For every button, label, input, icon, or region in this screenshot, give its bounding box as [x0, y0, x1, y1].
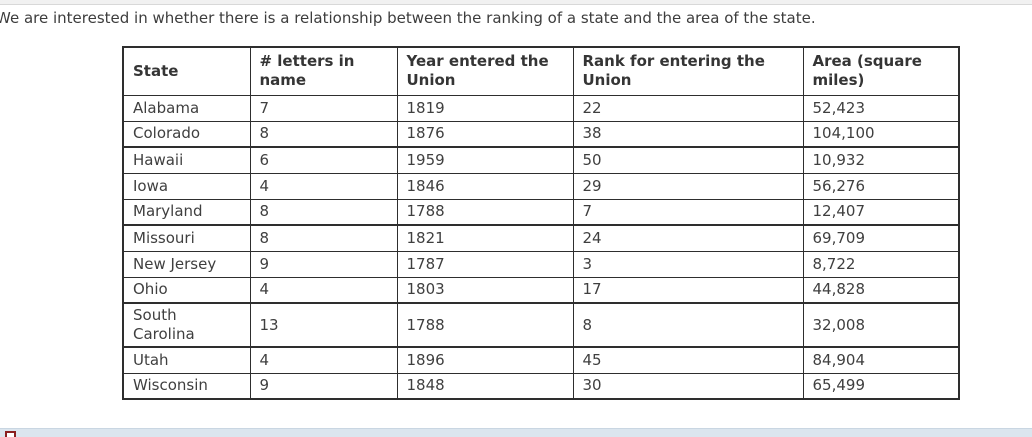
- cell-state: Utah: [122, 346, 251, 374]
- table-row-wisconsin: Wisconsin 9 1848 30 65,499: [122, 372, 960, 400]
- cell-letters: 8: [249, 120, 398, 148]
- cell-letters: 4: [249, 276, 398, 304]
- cell-year: 1788: [396, 302, 574, 348]
- intro-text: We are interested in whether there is a …: [0, 9, 816, 27]
- cell-rank: 45: [572, 346, 804, 374]
- cell-state: Ohio: [122, 276, 251, 304]
- cell-area: 10,932: [802, 146, 960, 174]
- cell-letters: 4: [249, 346, 398, 374]
- cell-letters: 9: [249, 372, 398, 400]
- cell-letters: 8: [249, 224, 398, 252]
- table-row-utah: Utah 4 1896 45 84,904: [122, 346, 960, 374]
- bottom-panel-edge: [0, 428, 1032, 437]
- cell-area: 65,499: [802, 372, 960, 400]
- cell-area: 8,722: [802, 250, 960, 278]
- cell-year: 1787: [396, 250, 574, 278]
- cell-year: 1876: [396, 120, 574, 148]
- table-row-maryland: Maryland 8 1788 7 12,407: [122, 198, 960, 226]
- cell-area: 84,904: [802, 346, 960, 374]
- column-header-state: State: [122, 46, 251, 96]
- table-row-new-jersey: New Jersey 9 1787 3 8,722: [122, 250, 960, 278]
- cell-state: New Jersey: [122, 250, 251, 278]
- cell-rank: 7: [572, 198, 804, 226]
- cell-area: 52,423: [802, 94, 960, 122]
- cell-rank: 30: [572, 372, 804, 400]
- cell-year: 1803: [396, 276, 574, 304]
- cell-rank: 50: [572, 146, 804, 174]
- column-header-letters: # letters in name: [249, 46, 398, 96]
- cell-area: 32,008: [802, 302, 960, 348]
- cell-rank: 22: [572, 94, 804, 122]
- cell-state: Colorado: [122, 120, 251, 148]
- cell-year: 1896: [396, 346, 574, 374]
- cell-year: 1848: [396, 372, 574, 400]
- cell-year: 1821: [396, 224, 574, 252]
- cell-year: 1959: [396, 146, 574, 174]
- cell-rank: 3: [572, 250, 804, 278]
- cell-letters: 6: [249, 146, 398, 174]
- cell-state: South Carolina: [122, 302, 251, 348]
- states-data-table: State # letters in name Year entered the…: [122, 46, 960, 400]
- cell-rank: 38: [572, 120, 804, 148]
- cell-area: 12,407: [802, 198, 960, 226]
- header-row: State # letters in name Year entered the…: [122, 46, 960, 96]
- cell-state: Iowa: [122, 172, 251, 200]
- cell-area: 44,828: [802, 276, 960, 304]
- cell-letters: 9: [249, 250, 398, 278]
- column-header-area: Area (square miles): [802, 46, 960, 96]
- column-header-rank: Rank for entering the Union: [572, 46, 804, 96]
- cell-rank: 17: [572, 276, 804, 304]
- cell-state: Wisconsin: [122, 372, 251, 400]
- cell-letters: 4: [249, 172, 398, 200]
- cell-letters: 7: [249, 94, 398, 122]
- cell-letters: 13: [249, 302, 398, 348]
- cell-rank: 8: [572, 302, 804, 348]
- cell-state: Missouri: [122, 224, 251, 252]
- cell-area: 56,276: [802, 172, 960, 200]
- cell-state: Alabama: [122, 94, 251, 122]
- table-row-hawaii: Hawaii 6 1959 50 10,932: [122, 146, 960, 174]
- table-row-missouri: Missouri 8 1821 24 69,709: [122, 224, 960, 252]
- top-toolbar-edge: [0, 0, 1032, 5]
- table-row-iowa: Iowa 4 1846 29 56,276: [122, 172, 960, 200]
- table-row-ohio: Ohio 4 1803 17 44,828: [122, 276, 960, 304]
- cell-state: Hawaii: [122, 146, 251, 174]
- cell-year: 1846: [396, 172, 574, 200]
- red-box-icon: [5, 431, 16, 437]
- cell-rank: 29: [572, 172, 804, 200]
- states-table-container: State # letters in name Year entered the…: [122, 46, 960, 400]
- column-header-year: Year entered the Union: [396, 46, 574, 96]
- table-row-colorado: Colorado 8 1876 38 104,100: [122, 120, 960, 148]
- table-row-south-carolina: South Carolina 13 1788 8 32,008: [122, 302, 960, 348]
- cell-letters: 8: [249, 198, 398, 226]
- table-row-alabama: Alabama 7 1819 22 52,423: [122, 94, 960, 122]
- cell-state: Maryland: [122, 198, 251, 226]
- cell-year: 1788: [396, 198, 574, 226]
- cell-area: 104,100: [802, 120, 960, 148]
- cell-area: 69,709: [802, 224, 960, 252]
- cell-year: 1819: [396, 94, 574, 122]
- cell-rank: 24: [572, 224, 804, 252]
